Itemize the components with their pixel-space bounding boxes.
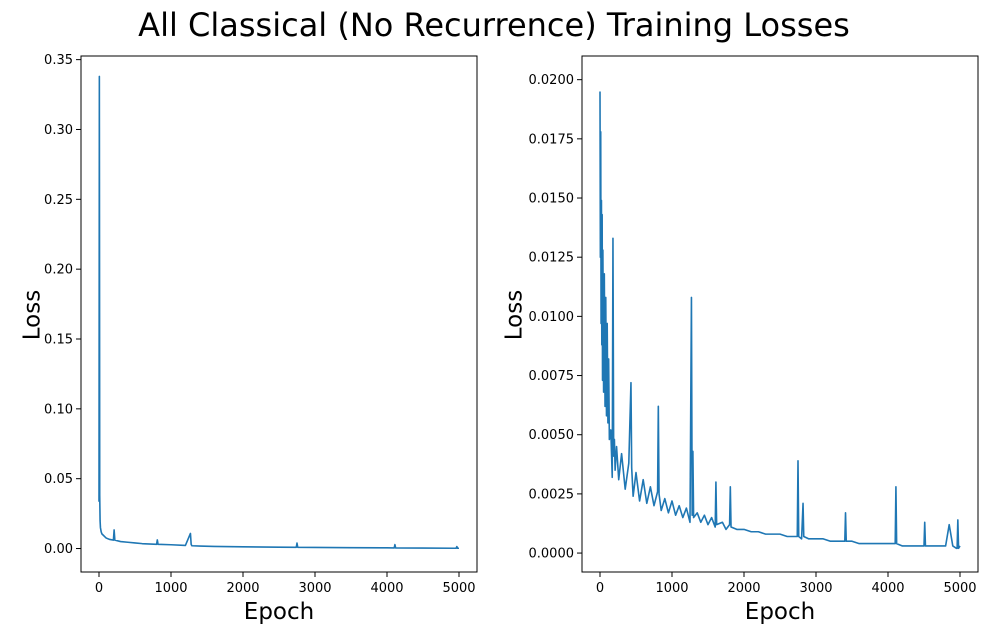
y-tick-label: 0.30 xyxy=(44,123,73,138)
y-tick-label: 0.0150 xyxy=(529,192,575,207)
y-tick-label: 0.25 xyxy=(44,193,73,208)
x-axis-label: Epoch xyxy=(244,599,314,625)
x-axis-label: Epoch xyxy=(745,599,815,625)
y-tick-label: 0.35 xyxy=(44,53,73,68)
x-tick-label: 0 xyxy=(95,581,103,596)
y-tick-label: 0.0000 xyxy=(529,547,575,562)
y-tick-label: 0.15 xyxy=(44,333,73,348)
axes-frame xyxy=(80,55,478,573)
x-tick-label: 4000 xyxy=(871,581,904,596)
y-tick-label: 0.0125 xyxy=(529,251,575,266)
y-tick-label: 0.0075 xyxy=(529,369,575,384)
y-tick-label: 0.10 xyxy=(44,402,73,417)
loss-line-series xyxy=(599,91,961,550)
x-tick-label: 5000 xyxy=(943,581,976,596)
x-tick-label: 5000 xyxy=(442,581,475,596)
y-tick-label: 0.20 xyxy=(44,263,73,278)
y-tick-label: 0.0050 xyxy=(529,428,575,443)
y-tick-label: 0.0175 xyxy=(529,132,575,147)
x-tick-label: 2000 xyxy=(226,581,259,596)
y-tick-label: 0.0100 xyxy=(529,310,575,325)
x-tick-label: 3000 xyxy=(298,581,331,596)
y-tick-label: 0.0200 xyxy=(529,73,575,88)
figure-title: All Classical (No Recurrence) Training L… xyxy=(138,6,850,44)
y-axis-label: Loss xyxy=(20,290,46,340)
left-subplot: 0 1000 2000 3000 4000 5000 0.00 0.05 0.10 0.15 0.2… xyxy=(20,53,478,625)
axes-frame xyxy=(581,55,979,573)
x-tick-label: 0 xyxy=(596,581,604,596)
x-tick-label: 1000 xyxy=(154,581,187,596)
y-tick-label: 0.00 xyxy=(44,542,73,557)
right-subplot: 0 1000 2000 3000 4000 5000 0.0000 0.0025 0.0050 0… xyxy=(502,55,979,625)
y-axis-label: Loss xyxy=(502,290,528,340)
x-tick-label: 3000 xyxy=(799,581,832,596)
x-tick-label: 2000 xyxy=(727,581,760,596)
y-tick-label: 0.05 xyxy=(44,472,73,487)
x-tick-label: 1000 xyxy=(655,581,688,596)
x-tick-label: 4000 xyxy=(370,581,403,596)
y-tick-label: 0.0025 xyxy=(529,487,575,502)
loss-line-series xyxy=(98,75,459,550)
